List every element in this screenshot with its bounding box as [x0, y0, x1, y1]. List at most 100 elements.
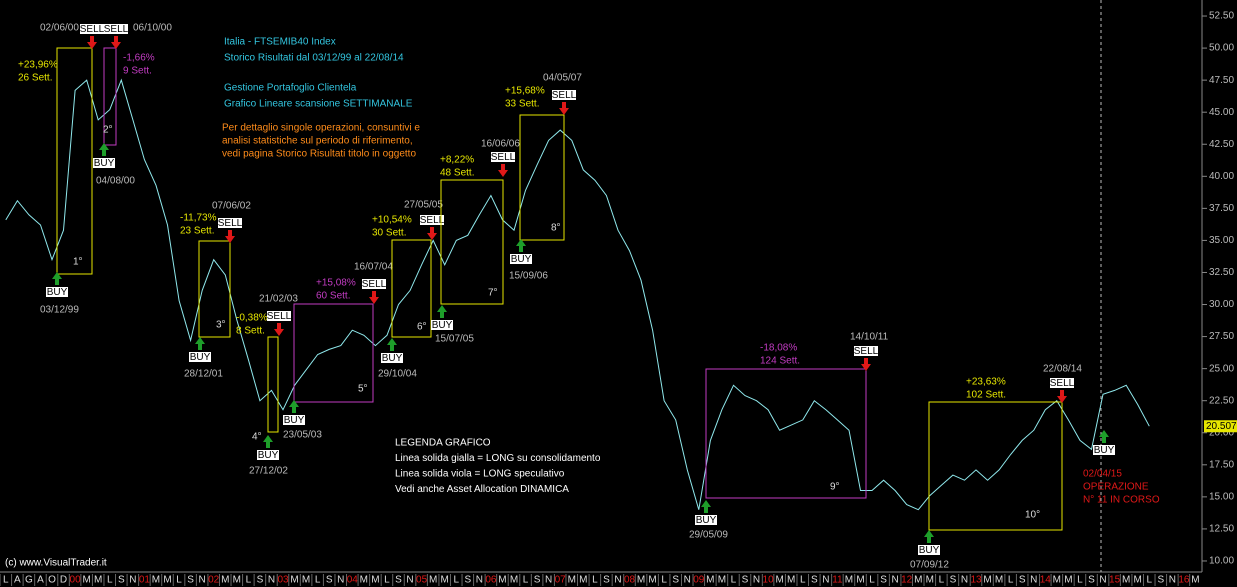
x-tick-label: L [315, 575, 321, 586]
x-tick-label: 10 [763, 575, 775, 586]
x-tick-label: M [152, 575, 160, 586]
trade-box [440, 179, 504, 305]
x-tick-label: N [337, 575, 344, 586]
x-tick-label: 03 [277, 575, 289, 586]
trade-result: -11,73% [180, 213, 217, 224]
x-tick-label: M [498, 575, 506, 586]
y-tick-label: 22.50 [1209, 395, 1234, 406]
buy-label-box [1093, 445, 1115, 455]
trade-number: 4° [252, 432, 262, 443]
sell-label: SELL [552, 90, 577, 101]
trade-weeks: 8 Sett. [236, 326, 265, 337]
x-tick-label: N [961, 575, 968, 586]
buy-label: BUY [919, 545, 940, 556]
sell-label: SELL [491, 152, 516, 163]
open-trade-note: 02/04/15 [1083, 469, 1122, 480]
x-tick-label: 08 [624, 575, 636, 586]
buy-date: 23/05/03 [283, 430, 322, 441]
trade-weeks: 33 Sett. [505, 99, 539, 110]
trade-weeks: 9 Sett. [123, 66, 152, 77]
x-tick-label: D [60, 575, 67, 586]
x-tick-label: S [326, 575, 333, 586]
sell-date: 06/10/00 [133, 23, 172, 34]
buy-label: BUY [382, 353, 403, 364]
x-tick-label: S [187, 575, 194, 586]
sell-label-box [267, 311, 291, 321]
x-tick-label: L [1077, 575, 1083, 586]
buy-date: 04/08/00 [96, 176, 135, 187]
x-tick-label: L [246, 575, 252, 586]
buy-label-box [918, 545, 940, 555]
x-tick-label: M [856, 575, 864, 586]
sell-arrow [225, 230, 235, 243]
x-tick-label: M [1191, 575, 1199, 586]
x-tick-label: M [302, 575, 310, 586]
x-tick-label: S [118, 575, 125, 586]
x-tick-label: A [14, 575, 21, 586]
sell-label-box [104, 24, 128, 34]
trade-result: -1,66% [123, 53, 155, 64]
x-tick-label: N [614, 575, 621, 586]
trade-number: 6° [417, 322, 427, 333]
sell-label: SELL [80, 24, 105, 35]
x-tick-label: M [845, 575, 853, 586]
y-tick-label: 20.00 [1209, 427, 1234, 438]
legend-line: Vedi anche Asset Allocation DINAMICA [395, 484, 569, 495]
trade-box [267, 336, 279, 433]
x-tick-label: L [453, 575, 459, 586]
x-tick-label: M [371, 575, 379, 586]
x-tick-label: M [787, 575, 795, 586]
sell-label-box [362, 279, 386, 289]
buy-arrow [52, 272, 62, 285]
y-tick-label: 40.00 [1209, 171, 1234, 182]
y-tick-label: 27.50 [1209, 331, 1234, 342]
x-tick-label: L [800, 575, 806, 586]
sell-arrow [861, 358, 871, 371]
trade-result: +8,22% [440, 155, 474, 166]
trade-result: -18,08% [760, 343, 797, 354]
sell-label-box [218, 218, 242, 228]
sell-date: 04/05/07 [543, 73, 582, 84]
x-tick-label: N [822, 575, 829, 586]
x-tick-label: M [995, 575, 1003, 586]
buy-arrow [924, 530, 934, 543]
buy-label-box [431, 320, 453, 330]
y-tick-label: 45.00 [1209, 107, 1234, 118]
buy-label-box [93, 158, 115, 168]
sell-label: SELL [362, 279, 387, 290]
x-tick-label: M [648, 575, 656, 586]
x-tick-label: N [892, 575, 899, 586]
x-tick-label: L [107, 575, 113, 586]
y-tick-label: 12.50 [1209, 524, 1234, 535]
note-line: Per dettaglio singole operazioni, consun… [222, 123, 420, 134]
x-tick-label: L [1008, 575, 1014, 586]
sell-date: 16/07/04 [354, 262, 393, 273]
x-tick-label: S [395, 575, 402, 586]
sell-date: 14/10/11 [850, 332, 889, 343]
buy-date: 28/12/01 [184, 369, 223, 380]
buy-label: BUY [511, 254, 532, 265]
buy-arrow [516, 239, 526, 252]
x-tick-label: L [869, 575, 875, 586]
trade-number: 5° [358, 384, 368, 395]
trade-number: 10° [1025, 510, 1040, 521]
x-tick-label: N [684, 575, 691, 586]
trade-box [293, 303, 374, 403]
x-tick-label: S [603, 575, 610, 586]
x-tick-label: M [233, 575, 241, 586]
buy-arrow [289, 400, 299, 413]
x-tick-label: M [94, 575, 102, 586]
x-tick-label: M [441, 575, 449, 586]
x-tick-label: L [384, 575, 390, 586]
y-tick-label: 17.50 [1209, 459, 1234, 470]
buy-label: BUY [258, 450, 279, 461]
trade-weeks: 102 Sett. [966, 390, 1006, 401]
buy-date: 29/05/09 [689, 530, 728, 541]
x-tick-label: M [1134, 575, 1142, 586]
x-tick-label: 01 [139, 575, 151, 586]
buy-label: BUY [94, 158, 115, 169]
x-tick-label: M [82, 575, 90, 586]
